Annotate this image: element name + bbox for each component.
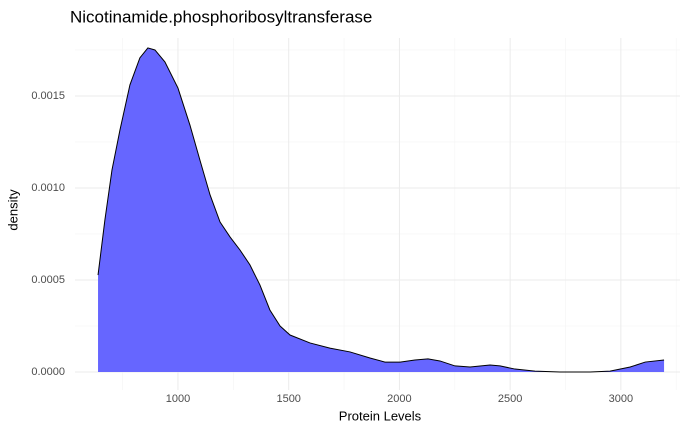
- x-tick-label: 1000: [166, 393, 190, 405]
- x-axis-label: Protein Levels: [339, 408, 422, 423]
- y-axis-label: density: [5, 189, 20, 231]
- density-line: [97, 47, 665, 373]
- y-tick-label: 0.0005: [31, 274, 65, 286]
- chart-title: Nicotinamide.phosphoribosyltransferase: [70, 7, 372, 26]
- y-tick-label: 0.0010: [31, 182, 65, 194]
- y-tick-label: 0.0015: [31, 90, 65, 102]
- x-tick-label: 1500: [276, 393, 300, 405]
- x-tick-label: 2500: [498, 393, 522, 405]
- density-area: [98, 47, 665, 373]
- y-tick-label: 0.0000: [31, 366, 65, 378]
- x-tick-label: 2000: [387, 393, 411, 405]
- x-tick-label: 3000: [609, 393, 633, 405]
